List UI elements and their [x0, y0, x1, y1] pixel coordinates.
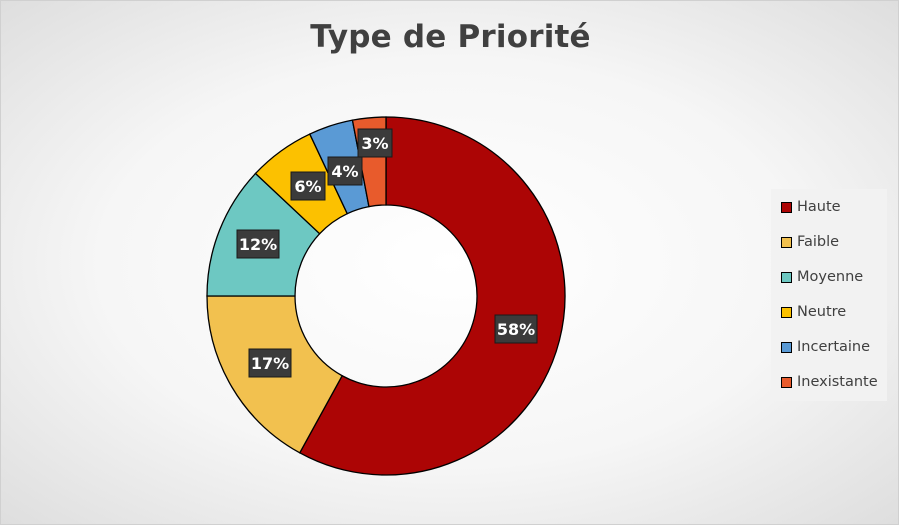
legend-label: Faible	[797, 234, 840, 250]
data-label-text: 6%	[294, 177, 321, 196]
legend-label: Inexistante	[797, 374, 878, 390]
legend-entry-faible: Faible	[781, 232, 839, 252]
data-label-box	[290, 171, 326, 201]
data-label-moyenne: 12%	[236, 229, 280, 259]
legend-entry-incertaine: Incertaine	[781, 337, 870, 357]
legend-label: Neutre	[797, 304, 847, 320]
data-label-box	[248, 348, 292, 378]
legend-entry-inexistante: Inexistante	[781, 372, 878, 392]
legend-label: Haute	[797, 199, 841, 215]
data-label-haute: 58%	[494, 314, 538, 344]
data-label-text: 58%	[497, 320, 535, 339]
legend-swatch	[781, 271, 792, 283]
slice-haute	[298, 116, 566, 476]
data-label-text: 17%	[251, 354, 289, 373]
legend-swatch	[781, 236, 792, 248]
legend-label: Incertaine	[797, 339, 871, 355]
legend-swatch	[781, 376, 792, 388]
data-label-inexistante: 3%	[357, 128, 393, 158]
data-label-box	[236, 229, 280, 259]
data-label-box	[357, 128, 393, 158]
data-label-text: 12%	[239, 235, 277, 254]
chart-title: Type de Priorité	[310, 19, 591, 55]
data-label-text: 3%	[361, 134, 388, 153]
data-label-faible: 17%	[248, 348, 292, 378]
legend-entry-neutre: Neutre	[781, 302, 846, 322]
legend-swatch	[781, 306, 792, 318]
legend-label: Moyenne	[797, 269, 864, 285]
data-label-incertaine: 4%	[327, 156, 363, 186]
legend-entry-moyenne: Moyenne	[781, 267, 863, 287]
data-label-box	[327, 156, 363, 186]
data-label-box	[494, 314, 538, 344]
data-label-text: 4%	[331, 162, 358, 181]
legend: Haute Faible Moyenne Neutre Incertaine Inexis…	[771, 189, 887, 401]
data-label-neutre: 6%	[290, 171, 326, 201]
legend-swatch	[781, 201, 792, 213]
legend-entry-haute: Haute	[781, 197, 841, 217]
legend-swatch	[781, 341, 792, 353]
